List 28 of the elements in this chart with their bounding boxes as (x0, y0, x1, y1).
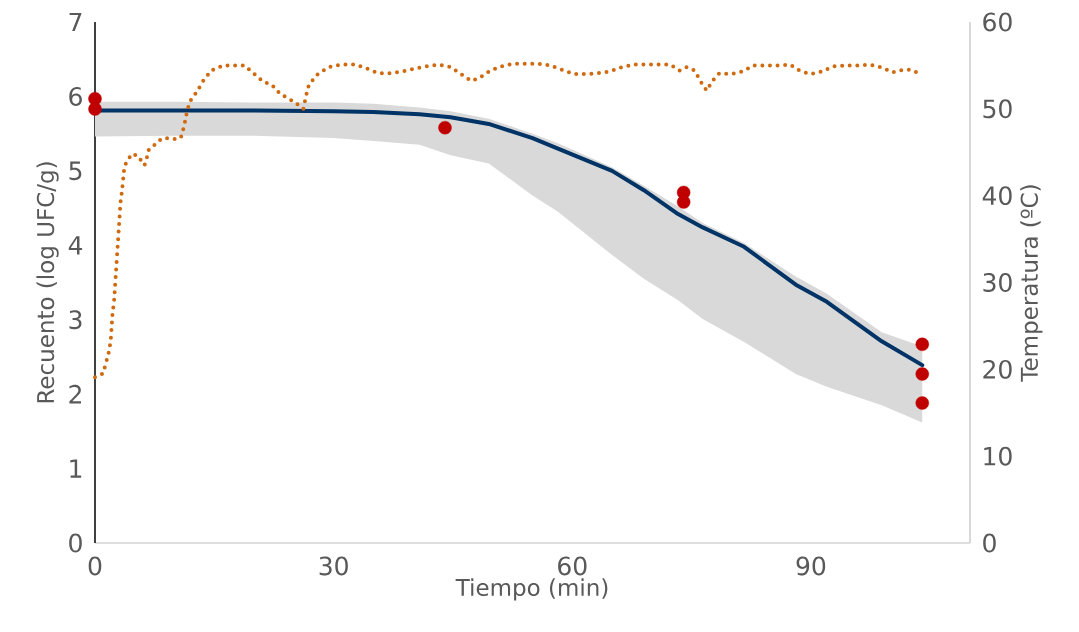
y-tick-label: 5 (69, 161, 82, 181)
x-tick-label: 60 (558, 556, 587, 576)
y2-tick-label: 10 (984, 446, 1012, 466)
y2-tick-label: 50 (983, 99, 1012, 119)
y2-axis-title: Temperatura (ºC) (1020, 185, 1043, 382)
y-tick-label: 2 (69, 384, 81, 404)
x-tick-label: 0 (88, 556, 102, 576)
point (438, 120, 452, 135)
y2-tick-label: 0 (983, 533, 996, 553)
y-tick-label: 7 (69, 12, 82, 32)
y-tick-label: 1 (70, 459, 82, 478)
x-axis-title: Tiempo (min) (455, 578, 608, 601)
point (88, 102, 102, 116)
y2-tick-label: 40 (982, 186, 1012, 206)
point (915, 367, 929, 381)
y-tick-label: 0 (69, 533, 82, 553)
y2-tick-label: 20 (983, 359, 1012, 379)
x-tick-label: 90 (796, 556, 826, 576)
y-tick-label: 6 (69, 86, 82, 106)
y-axis-title: Recuento (log UFC/g) (36, 162, 59, 403)
x-tick-label: 30 (319, 556, 348, 576)
y-tick-label: 3 (69, 310, 82, 330)
point (915, 337, 929, 351)
point (676, 195, 691, 209)
y-tick-label: 4 (68, 236, 83, 255)
y2-tick-label: 30 (983, 273, 1012, 292)
y2-tick-label: 60 (983, 12, 1012, 32)
point (915, 396, 929, 410)
